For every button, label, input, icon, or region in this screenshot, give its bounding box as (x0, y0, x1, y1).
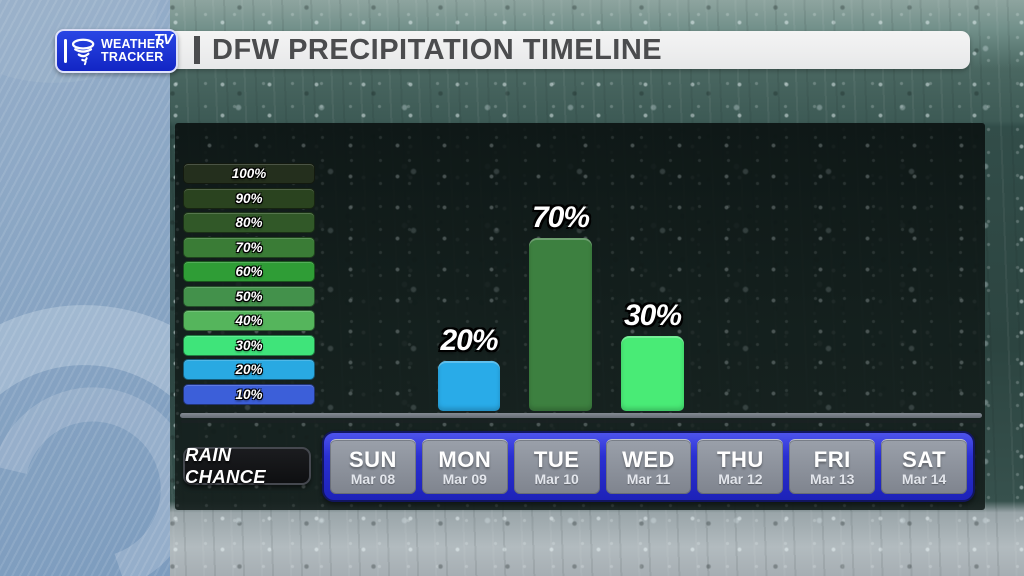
page-title: DFW PRECIPITATION TIMELINE (212, 33, 663, 66)
rain-chance-tag: RAIN CHANCE (183, 444, 311, 487)
logo-line1: WEATHER (101, 37, 165, 51)
legend-item-50: 50% (183, 285, 315, 307)
percent-scale-legend: 100% 90% 80% 70% 60% 50% 40% 30% 20% 10% (183, 163, 315, 405)
legend-item-60: 60% (183, 261, 315, 282)
bar-monday: 20% (438, 324, 500, 411)
title-bar: DFW PRECIPITATION TIMELINE (170, 31, 970, 69)
day-box-sun: SUN Mar 08 (330, 439, 416, 494)
bar-value-wednesday: 30% (623, 299, 682, 332)
logo-wordmark: WEATHER TRACKER (101, 38, 165, 64)
sidebar-hatch (0, 0, 170, 576)
day-box-wed: WED Mar 11 (605, 439, 692, 494)
legend-item-80: 80% (183, 212, 315, 233)
day-box-sat: SAT Mar 14 (881, 439, 968, 494)
chart-baseline (180, 413, 982, 418)
legend-item-10: 10% (183, 383, 315, 405)
bar-fill-monday (438, 361, 500, 411)
bar-value-tuesday: 70% (531, 201, 590, 234)
day-strip: SUN Mar 08 MON Mar 09 TUE Mar 10 WED Mar… (322, 431, 975, 502)
legend-item-100: 100% (183, 163, 315, 184)
title-divider (194, 36, 200, 64)
legend-item-70: 70% (183, 236, 315, 258)
sidebar-panel (0, 0, 170, 576)
tornado-icon (71, 38, 95, 66)
bar-fill-tuesday (529, 238, 592, 411)
logo-line2: TRACKER (101, 50, 164, 64)
legend-item-30: 30% (183, 334, 315, 356)
day-box-fri: FRI Mar 13 (789, 439, 876, 494)
station-logo: WEATHER TRACKER TV (55, 29, 178, 73)
logo-tv-badge: TV (153, 31, 173, 48)
day-box-thu: THU Mar 12 (697, 439, 784, 494)
day-box-mon: MON Mar 09 (421, 439, 508, 494)
bar-value-monday: 20% (440, 324, 498, 357)
legend-item-90: 90% (183, 187, 315, 209)
logo-divider (64, 39, 67, 63)
bar-wednesday: 30% (621, 299, 684, 411)
legend-item-20: 20% (183, 359, 315, 380)
bar-fill-wednesday (621, 336, 684, 411)
rain-chance-label: RAIN CHANCE (185, 444, 266, 487)
bar-tuesday: 70% (529, 201, 592, 411)
legend-item-40: 40% (183, 310, 315, 331)
day-box-tue: TUE Mar 10 (513, 439, 600, 494)
